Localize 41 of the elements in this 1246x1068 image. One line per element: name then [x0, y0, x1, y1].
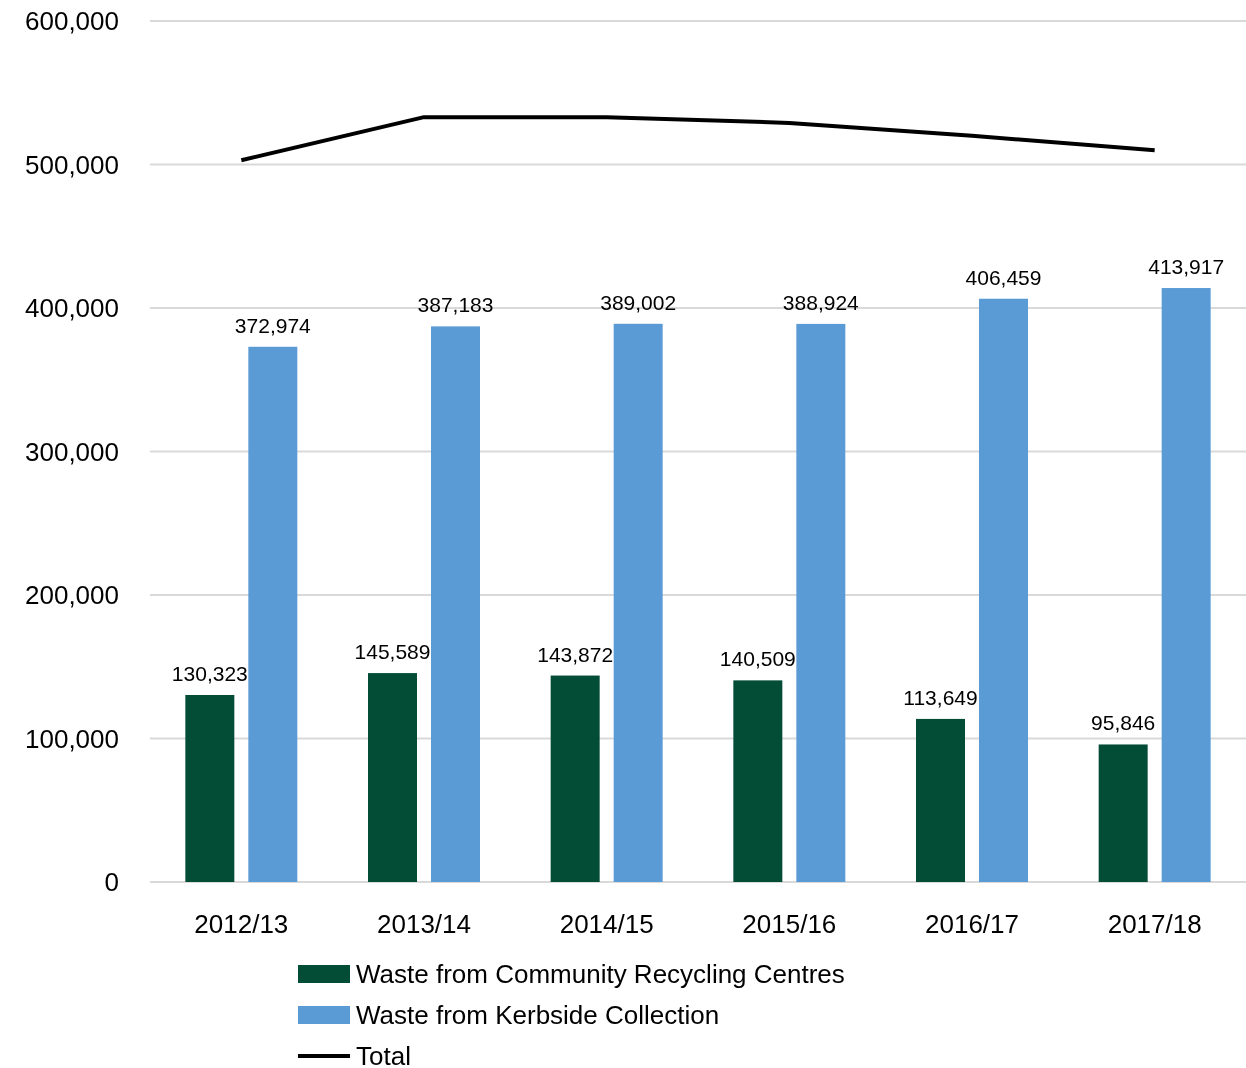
- data-label: 388,924: [782, 290, 860, 314]
- data-label: 95,846: [1091, 711, 1156, 735]
- bar: [550, 675, 600, 882]
- legend-label: Waste from Community Recycling Centres: [356, 959, 845, 989]
- bar: [185, 694, 235, 882]
- bar: [733, 680, 783, 882]
- y-tick-label: 600,000: [25, 6, 119, 36]
- bar: [916, 718, 965, 882]
- x-tick-label: 2017/18: [1107, 909, 1202, 939]
- x-tick-label: 2013/14: [377, 909, 471, 939]
- y-tick-label: 0: [104, 867, 119, 897]
- x-tick-label: 2014/15: [559, 909, 654, 939]
- y-tick-label: 400,000: [25, 293, 119, 323]
- data-label: 140,509: [719, 647, 796, 671]
- data-label: 372,974: [234, 313, 312, 337]
- x-tick-label: 2012/13: [194, 909, 289, 939]
- bar: [979, 298, 1028, 882]
- data-label: 113,649: [903, 685, 978, 709]
- y-tick-label: 500,000: [25, 149, 119, 180]
- y-tick-label: 200,000: [25, 580, 119, 610]
- data-label: 145,589: [354, 640, 431, 664]
- data-label: 130,323: [171, 661, 248, 685]
- y-tick-label: 100,000: [25, 723, 119, 754]
- data-label: 143,872: [537, 642, 614, 666]
- data-label: 387,183: [417, 293, 494, 317]
- bar: [368, 673, 417, 882]
- data-label: 406,459: [965, 265, 1042, 289]
- data-label: 389,002: [600, 290, 677, 314]
- line-series: [239, 115, 1157, 163]
- legend-label: Total: [356, 1041, 411, 1068]
- bar: [248, 346, 298, 882]
- bar: [1098, 744, 1148, 882]
- x-tick-label: 2016/17: [925, 909, 1019, 939]
- y-tick-label: 300,000: [25, 436, 119, 467]
- bar: [613, 323, 663, 882]
- x-tick-label: 2015/16: [742, 909, 837, 939]
- bar: [1161, 288, 1211, 882]
- bar: [796, 323, 846, 882]
- legend-label: Waste from Kerbside Collection: [356, 1000, 720, 1030]
- bar: [431, 326, 480, 882]
- data-label: 413,917: [1148, 255, 1225, 279]
